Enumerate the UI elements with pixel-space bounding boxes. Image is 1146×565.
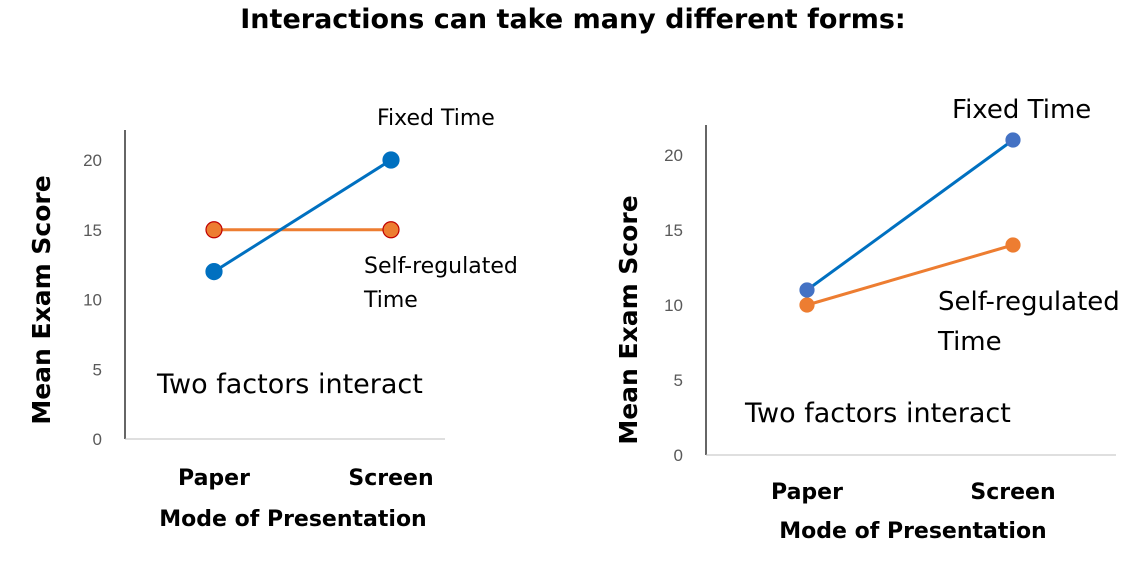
chart1-fixed-time-line <box>213 158 392 273</box>
chart1-x-category-label: Paper <box>178 466 250 491</box>
chart2-y-axis-title: Mean Exam Score <box>614 195 643 444</box>
chart2-fixed-time-point-screen <box>1005 132 1021 148</box>
chart1-fixed-time-point-paper <box>205 263 223 281</box>
chart2-x-axis-title: Mode of Presentation <box>779 519 1046 544</box>
chart1-self-regulated-point-screen <box>382 221 400 239</box>
chart2-y-tick-label: 5 <box>674 371 683 390</box>
chart2-y-tick-label: 15 <box>664 221 683 240</box>
chart1-y-tick-label: 20 <box>83 151 102 170</box>
chart2-x-category-label: Paper <box>771 480 843 505</box>
chart2-fixed-time-point-paper <box>799 282 815 298</box>
chart2-x-category-label: Screen <box>970 480 1055 505</box>
chart1-fixed-time-label: Fixed Time <box>377 106 495 131</box>
chart1-y-tick-label: 15 <box>83 221 102 240</box>
chart1-y-tick-label: 10 <box>83 291 102 310</box>
chart2-self-regulated-point-paper <box>799 297 815 313</box>
chart2-self-regulated-label-line2: Time <box>937 327 1002 357</box>
chart2-self-regulated-line <box>806 243 1014 307</box>
chart2-y-tick-label: 0 <box>674 446 683 465</box>
chart2-y-tick-label: 10 <box>664 296 683 315</box>
chart2-self-regulated-label: Self-regulated <box>938 287 1120 317</box>
chart1-self-regulated-label-line2: Time <box>363 288 418 313</box>
chart2-self-regulated-point-screen <box>1005 237 1021 253</box>
chart1-y-tick-label: 5 <box>93 360 102 379</box>
chart2-y-tick-label: 20 <box>664 146 683 165</box>
chart1-y-tick-label: 0 <box>93 430 102 449</box>
chart1-x-axis-title: Mode of Presentation <box>159 507 426 532</box>
chart1-self-regulated-label: Self-regulated <box>364 254 518 279</box>
chart1-y-axis-title: Mean Exam Score <box>27 175 56 424</box>
page-title: Interactions can take many different for… <box>240 4 906 35</box>
chart1-self-regulated-point-paper <box>205 221 223 239</box>
chart2-fixed-time-label: Fixed Time <box>952 95 1091 125</box>
chart1-interaction-note: Two factors interact <box>156 369 423 400</box>
chart1-x-category-label: Screen <box>348 466 433 491</box>
chart2-interaction-note: Two factors interact <box>744 398 1011 429</box>
chart1-fixed-time-point-screen <box>382 151 400 169</box>
chart2-fixed-time-line <box>806 138 1014 292</box>
